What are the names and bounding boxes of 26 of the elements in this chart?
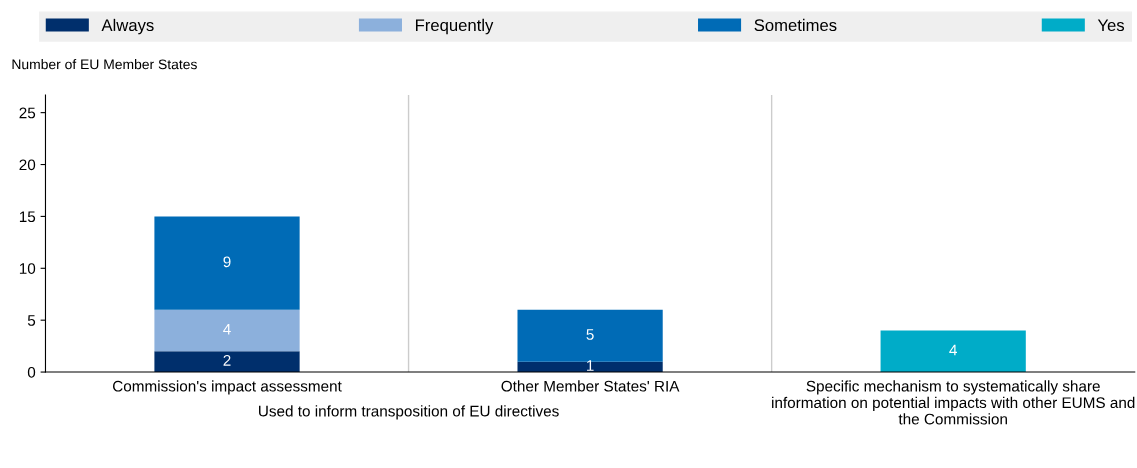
x-tick-label: Other Member States' RIA: [501, 380, 680, 392]
x-tick-label: Commission's impact assessment: [113, 380, 342, 395]
data-label: 1: [587, 360, 594, 371]
legend-label: Always: [101, 18, 154, 35]
y-tick-label: 25: [19, 107, 36, 119]
bar: [154, 351, 300, 373]
bar: [154, 216, 300, 310]
data-label: 2: [223, 354, 231, 366]
y-tick-label: 5: [27, 315, 36, 326]
text: Used to inform transposition of EU directives: [259, 405, 559, 420]
bar: [880, 330, 1026, 373]
data-label: 9: [223, 256, 231, 268]
y-tick-label: 10: [19, 263, 36, 274]
bar: [154, 309, 300, 352]
data-label: 4: [949, 344, 957, 356]
y-tick-label: 0: [27, 366, 36, 378]
y-axis-title: Number of EU Member States: [12, 59, 197, 70]
legend-label: Sometimes: [754, 18, 837, 32]
data-label: 4: [223, 323, 231, 335]
legend-label: Yes: [1097, 19, 1125, 32]
bar: [517, 309, 663, 362]
data-label: 5: [586, 329, 594, 340]
y-tick-label: 20: [19, 159, 36, 171]
y-tick-label: 15: [19, 211, 36, 223]
x-tick-label: Specific mechanism to systematically share information on potential impacts with other EUMS and the Commission: [772, 380, 1135, 425]
legend-label: Frequently: [415, 18, 494, 35]
